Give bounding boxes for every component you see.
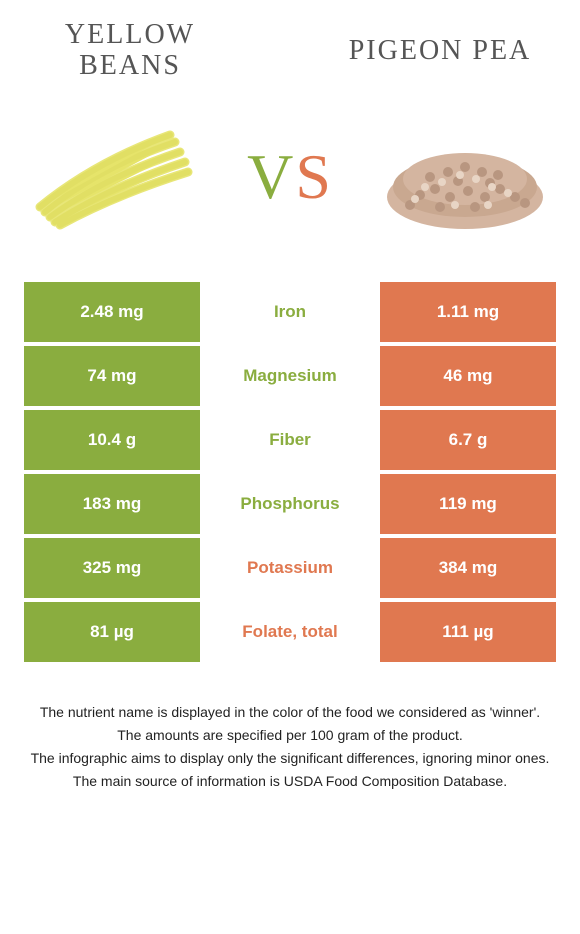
table-row: 10.4 gFiber6.7 g	[24, 410, 556, 470]
images-row: VS	[0, 92, 580, 272]
title-left-line2: beans	[79, 50, 181, 81]
vs-v: V	[247, 141, 295, 212]
cell-right-value: 119 mg	[380, 474, 556, 534]
title-left: Yellow beans	[30, 20, 230, 82]
yellow-beans-image	[30, 112, 200, 242]
footer-notes: The nutrient name is displayed in the co…	[20, 702, 560, 792]
cell-right-value: 384 mg	[380, 538, 556, 598]
cell-right-value: 1.11 mg	[380, 282, 556, 342]
vs-text: VS	[247, 140, 333, 214]
footer-line3: The infographic aims to display only the…	[20, 748, 560, 769]
cell-left-value: 325 mg	[24, 538, 200, 598]
vs-s: S	[295, 141, 333, 212]
footer-line4: The main source of information is USDA F…	[20, 771, 560, 792]
table-row: 74 mgMagnesium46 mg	[24, 346, 556, 406]
cell-nutrient-label: Folate, total	[200, 602, 380, 662]
cell-nutrient-label: Phosphorus	[200, 474, 380, 534]
footer-line2: The amounts are specified per 100 gram o…	[20, 725, 560, 746]
cell-right-value: 6.7 g	[380, 410, 556, 470]
cell-right-value: 46 mg	[380, 346, 556, 406]
cell-nutrient-label: Iron	[200, 282, 380, 342]
table-row: 81 µgFolate, total111 µg	[24, 602, 556, 662]
cell-nutrient-label: Fiber	[200, 410, 380, 470]
title-right: Pigeon pea	[330, 35, 550, 67]
cell-left-value: 10.4 g	[24, 410, 200, 470]
title-left-line1: Yellow	[65, 19, 195, 50]
table-row: 183 mgPhosphorus119 mg	[24, 474, 556, 534]
pigeon-pea-image	[380, 112, 550, 242]
cell-left-value: 2.48 mg	[24, 282, 200, 342]
cell-left-value: 81 µg	[24, 602, 200, 662]
cell-right-value: 111 µg	[380, 602, 556, 662]
cell-nutrient-label: Potassium	[200, 538, 380, 598]
nutrient-table: 2.48 mgIron1.11 mg74 mgMagnesium46 mg10.…	[24, 282, 556, 662]
cell-left-value: 74 mg	[24, 346, 200, 406]
cell-nutrient-label: Magnesium	[200, 346, 380, 406]
table-row: 2.48 mgIron1.11 mg	[24, 282, 556, 342]
footer-line1: The nutrient name is displayed in the co…	[20, 702, 560, 723]
table-row: 325 mgPotassium384 mg	[24, 538, 556, 598]
header: Yellow beans Pigeon pea	[0, 0, 580, 92]
cell-left-value: 183 mg	[24, 474, 200, 534]
